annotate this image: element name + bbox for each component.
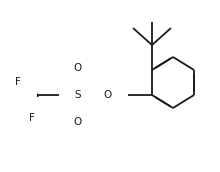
Text: F: F bbox=[29, 113, 35, 123]
Text: O: O bbox=[74, 63, 82, 73]
Text: F: F bbox=[15, 103, 21, 113]
Text: S: S bbox=[75, 90, 81, 100]
Text: O: O bbox=[104, 90, 112, 100]
Text: O: O bbox=[74, 117, 82, 127]
Text: F: F bbox=[15, 77, 21, 87]
